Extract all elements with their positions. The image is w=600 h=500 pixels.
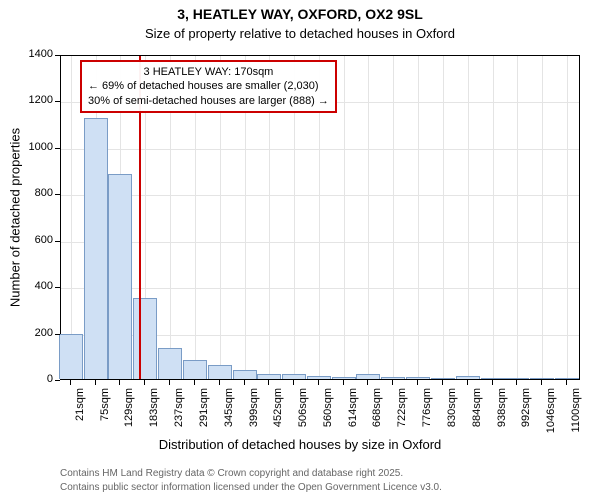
- ytick-mark: [55, 334, 60, 335]
- xtick-mark: [194, 380, 195, 385]
- grid-line-vertical: [443, 56, 444, 379]
- xtick-mark: [169, 380, 170, 385]
- grid-line-vertical: [344, 56, 345, 379]
- xtick-mark: [467, 380, 468, 385]
- ytick-label: 800: [15, 187, 53, 199]
- ytick-mark: [55, 101, 60, 102]
- histogram-bar: [307, 376, 331, 379]
- xtick-label: 21sqm: [74, 388, 86, 438]
- histogram-bar: [456, 376, 480, 379]
- xtick-label: 668sqm: [371, 388, 383, 438]
- ytick-mark: [55, 148, 60, 149]
- histogram-bar: [108, 174, 132, 379]
- ytick-label: 600: [15, 234, 53, 246]
- histogram-bar: [233, 370, 257, 379]
- grid-line-vertical: [517, 56, 518, 379]
- histogram-bar: [481, 378, 505, 379]
- histogram-bar: [133, 298, 157, 379]
- xtick-mark: [343, 380, 344, 385]
- ytick-label: 1200: [15, 94, 53, 106]
- xtick-label: 129sqm: [123, 388, 135, 438]
- xtick-label: 830sqm: [446, 388, 458, 438]
- annotation-box: 3 HEATLEY WAY: 170sqm← 69% of detached h…: [80, 60, 337, 113]
- annotation-line-2: ← 69% of detached houses are smaller (2,…: [88, 79, 329, 93]
- histogram-bar: [257, 374, 281, 379]
- histogram-bar: [356, 374, 380, 379]
- xtick-mark: [541, 380, 542, 385]
- chart-title-line2: Size of property relative to detached ho…: [0, 26, 600, 41]
- xtick-label: 452sqm: [272, 388, 284, 438]
- annotation-line-3: 30% of semi-detached houses are larger (…: [88, 94, 329, 108]
- ytick-label: 1000: [15, 141, 53, 153]
- ytick-label: 1400: [15, 48, 53, 60]
- xtick-mark: [516, 380, 517, 385]
- ytick-mark: [55, 194, 60, 195]
- ytick-label: 0: [15, 373, 53, 385]
- grid-line-vertical: [71, 56, 72, 379]
- xtick-label: 183sqm: [148, 388, 160, 438]
- annotation-line-1: 3 HEATLEY WAY: 170sqm: [88, 65, 329, 79]
- xtick-label: 560sqm: [322, 388, 334, 438]
- xtick-mark: [442, 380, 443, 385]
- xtick-label: 1100sqm: [570, 388, 582, 438]
- ytick-mark: [55, 55, 60, 56]
- histogram-bar: [282, 374, 306, 379]
- ytick-mark: [55, 241, 60, 242]
- xtick-mark: [392, 380, 393, 385]
- grid-line-vertical: [542, 56, 543, 379]
- histogram-bar: [183, 360, 207, 379]
- xtick-mark: [119, 380, 120, 385]
- histogram-bar: [555, 378, 579, 379]
- chart-title-line1: 3, HEATLEY WAY, OXFORD, OX2 9SL: [0, 6, 600, 22]
- xtick-label: 776sqm: [421, 388, 433, 438]
- xtick-label: 237sqm: [173, 388, 185, 438]
- histogram-bar: [208, 365, 232, 379]
- xtick-label: 722sqm: [396, 388, 408, 438]
- xtick-mark: [144, 380, 145, 385]
- xtick-label: 345sqm: [223, 388, 235, 438]
- xtick-label: 1046sqm: [545, 388, 557, 438]
- histogram-bar: [158, 348, 182, 379]
- x-axis-label: Distribution of detached houses by size …: [0, 437, 600, 452]
- xtick-mark: [268, 380, 269, 385]
- xtick-label: 884sqm: [471, 388, 483, 438]
- footer-line-2: Contains public sector information licen…: [60, 482, 442, 493]
- xtick-label: 399sqm: [248, 388, 260, 438]
- xtick-mark: [95, 380, 96, 385]
- xtick-mark: [566, 380, 567, 385]
- xtick-mark: [318, 380, 319, 385]
- histogram-bar: [332, 377, 356, 379]
- histogram-bar: [381, 377, 405, 379]
- xtick-mark: [293, 380, 294, 385]
- xtick-label: 614sqm: [347, 388, 359, 438]
- grid-line-vertical: [567, 56, 568, 379]
- grid-line-vertical: [468, 56, 469, 379]
- ytick-label: 400: [15, 280, 53, 292]
- ytick-mark: [55, 380, 60, 381]
- xtick-mark: [219, 380, 220, 385]
- xtick-mark: [492, 380, 493, 385]
- xtick-label: 506sqm: [297, 388, 309, 438]
- xtick-label: 291sqm: [198, 388, 210, 438]
- histogram-bar: [59, 334, 83, 379]
- xtick-mark: [367, 380, 368, 385]
- histogram-bar: [505, 378, 529, 379]
- xtick-label: 938sqm: [496, 388, 508, 438]
- grid-line-vertical: [493, 56, 494, 379]
- histogram-bar: [406, 377, 430, 379]
- xtick-mark: [417, 380, 418, 385]
- xtick-mark: [244, 380, 245, 385]
- grid-line-vertical: [393, 56, 394, 379]
- footer-line-1: Contains HM Land Registry data © Crown c…: [60, 468, 403, 479]
- grid-line-vertical: [418, 56, 419, 379]
- xtick-label: 992sqm: [520, 388, 532, 438]
- histogram-bar: [84, 118, 108, 379]
- grid-line-vertical: [368, 56, 369, 379]
- histogram-bar: [530, 378, 554, 379]
- xtick-mark: [70, 380, 71, 385]
- ytick-mark: [55, 287, 60, 288]
- ytick-label: 200: [15, 327, 53, 339]
- xtick-label: 75sqm: [99, 388, 111, 438]
- histogram-bar: [431, 378, 455, 379]
